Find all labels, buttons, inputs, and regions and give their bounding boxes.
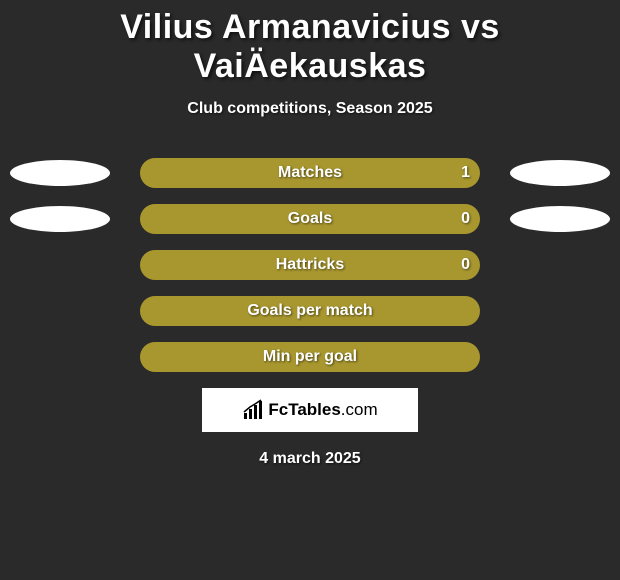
stat-label: Min per goal — [263, 348, 357, 366]
stat-value: 0 — [461, 256, 470, 274]
page-title: Vilius Armanavicius vs VaiÄekauskas — [0, 0, 620, 86]
right-oval — [510, 206, 610, 232]
brand-text: FcTables.com — [268, 400, 377, 420]
stat-row: Goals per match — [0, 296, 620, 326]
stat-label: Goals — [288, 210, 332, 228]
stat-label: Hattricks — [276, 256, 344, 274]
stat-label: Goals per match — [247, 302, 372, 320]
stat-bar: Min per goal — [140, 342, 480, 372]
stat-row: Matches 1 — [0, 158, 620, 188]
chart-icon — [242, 399, 264, 421]
stat-row: Goals 0 — [0, 204, 620, 234]
brand-name: FcTables — [268, 400, 340, 419]
right-oval — [510, 160, 610, 186]
subtitle: Club competitions, Season 2025 — [0, 100, 620, 118]
stat-bar: Goals per match — [140, 296, 480, 326]
date-line: 4 march 2025 — [0, 450, 620, 468]
left-oval — [10, 206, 110, 232]
stat-bar: Goals 0 — [140, 204, 480, 234]
stat-value: 1 — [461, 164, 470, 182]
stat-label: Matches — [278, 164, 342, 182]
stat-bar: Hattricks 0 — [140, 250, 480, 280]
stat-bar: Matches 1 — [140, 158, 480, 188]
stat-row: Hattricks 0 — [0, 250, 620, 280]
brand-box: FcTables.com — [202, 388, 418, 432]
stat-value: 0 — [461, 210, 470, 228]
stat-rows: Matches 1 Goals 0 Hattricks 0 Goals per … — [0, 158, 620, 372]
left-oval — [10, 160, 110, 186]
brand-suffix: .com — [341, 400, 378, 419]
stat-row: Min per goal — [0, 342, 620, 372]
